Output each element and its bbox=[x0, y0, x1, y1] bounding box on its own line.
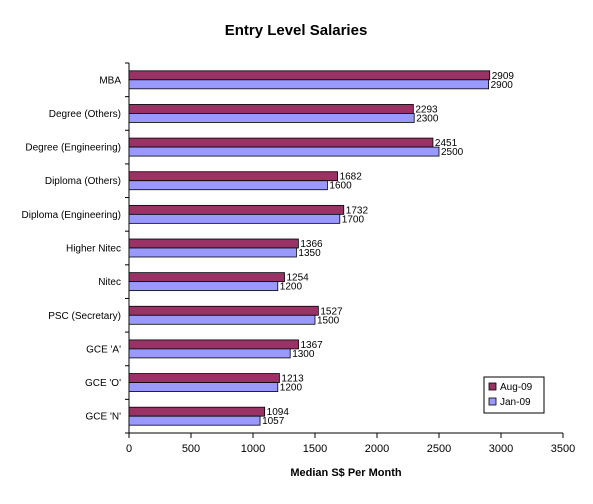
legend: Aug-09 Jan-09 bbox=[483, 376, 545, 414]
bar-1-3 bbox=[128, 180, 328, 191]
bar-0-8 bbox=[128, 339, 299, 350]
bar-0-1 bbox=[128, 104, 414, 114]
bar-0-6 bbox=[128, 272, 285, 283]
data-label-1-7: 1500 bbox=[317, 315, 340, 326]
category-label-10: GCE 'N' bbox=[86, 412, 122, 423]
category-label-7: PSC (Secretary) bbox=[48, 311, 121, 322]
x-tick-label-1: 500 bbox=[182, 443, 200, 455]
chart-title: Entry Level Salaries bbox=[225, 22, 368, 39]
x-tick-label-3: 1500 bbox=[303, 443, 327, 455]
category-label-9: GCE 'O' bbox=[85, 378, 121, 389]
bar-0-4 bbox=[128, 204, 345, 215]
bar-1-7 bbox=[128, 314, 316, 325]
data-label-1-5: 1350 bbox=[298, 248, 321, 259]
category-label-5: Higher Nitec bbox=[66, 244, 121, 255]
bar-1-10 bbox=[128, 415, 261, 426]
data-label-0-3: 1682 bbox=[340, 172, 363, 183]
bar-0-7 bbox=[128, 305, 319, 316]
bar-0-5 bbox=[128, 238, 299, 249]
legend-label-1: Jan-09 bbox=[500, 397, 531, 408]
bar-0-3 bbox=[128, 171, 338, 182]
category-label-2: Degree (Engineering) bbox=[25, 143, 121, 154]
bar-0-10 bbox=[128, 406, 266, 417]
legend-label-0: Aug-09 bbox=[500, 382, 533, 393]
x-tick-label-0: 0 bbox=[126, 443, 132, 455]
category-label-6: Nitec bbox=[98, 277, 121, 288]
bar-1-9 bbox=[128, 382, 279, 392]
data-label-1-10: 1057 bbox=[262, 416, 285, 427]
x-tick-label-5: 2500 bbox=[427, 443, 451, 455]
x-tick-label-2: 1000 bbox=[241, 443, 265, 455]
data-label-0-0: 2909 bbox=[492, 71, 515, 82]
bar-1-5 bbox=[128, 247, 297, 258]
data-label-0-9: 1213 bbox=[281, 374, 304, 385]
category-label-1: Degree (Others) bbox=[49, 109, 121, 120]
category-label-8: GCE 'A' bbox=[86, 344, 121, 355]
legend-swatch-0 bbox=[488, 382, 497, 391]
x-axis-label: Median S$ Per Month bbox=[290, 467, 402, 479]
legend-swatch-1 bbox=[488, 397, 497, 406]
x-tick-label-7: 3500 bbox=[551, 443, 575, 455]
bar-1-0 bbox=[128, 79, 490, 90]
data-label-0-6: 1254 bbox=[286, 273, 309, 284]
bar-0-2 bbox=[128, 137, 434, 148]
data-label-1-4: 1700 bbox=[342, 214, 365, 225]
data-label-1-6: 1200 bbox=[280, 282, 303, 293]
data-label-1-1: 2300 bbox=[416, 113, 439, 124]
data-label-0-4: 1732 bbox=[346, 205, 369, 216]
category-label-4: Diploma (Engineering) bbox=[22, 210, 122, 221]
x-tick-label-4: 2000 bbox=[365, 443, 389, 455]
data-label-0-1: 2293 bbox=[415, 104, 438, 115]
bar-1-8 bbox=[128, 348, 291, 359]
bar-1-1 bbox=[128, 113, 415, 123]
data-label-1-2: 2500 bbox=[441, 147, 464, 158]
bar-1-6 bbox=[128, 281, 279, 292]
data-label-0-7: 1527 bbox=[320, 306, 343, 317]
x-tick-label-6: 3000 bbox=[489, 443, 513, 455]
bar-1-2 bbox=[128, 146, 440, 157]
data-label-0-5: 1366 bbox=[300, 239, 323, 250]
data-label-1-9: 1200 bbox=[280, 383, 303, 394]
bar-0-9 bbox=[128, 373, 280, 383]
category-label-3: Diploma (Others) bbox=[45, 176, 121, 187]
bar-1-4 bbox=[128, 213, 341, 224]
data-label-1-8: 1300 bbox=[292, 349, 315, 360]
category-label-0: MBA bbox=[99, 75, 121, 86]
data-label-0-10: 1094 bbox=[267, 407, 290, 418]
bar-0-0 bbox=[128, 70, 491, 81]
data-label-0-8: 1367 bbox=[301, 340, 324, 351]
data-label-0-2: 2451 bbox=[435, 138, 458, 149]
data-label-1-3: 1600 bbox=[329, 181, 352, 192]
data-label-1-0: 2900 bbox=[491, 80, 514, 91]
